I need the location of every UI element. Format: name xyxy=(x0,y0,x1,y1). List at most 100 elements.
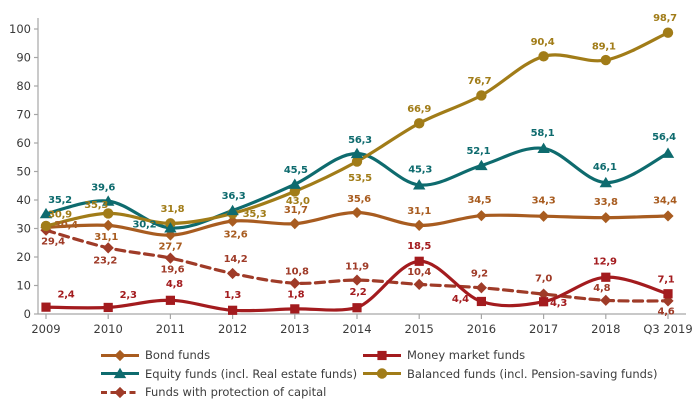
bond-funds-marker-2017 xyxy=(538,210,550,222)
equity-funds-incl-real-estate-funds-marker-2012 xyxy=(226,204,239,216)
money-market-funds-data-label-2018: 12,9 xyxy=(593,257,617,268)
money-market-funds-data-label-2015: 18,5 xyxy=(407,241,431,252)
equity-funds-incl-real-estate-funds-marker-Q3 2019 xyxy=(661,147,675,158)
balanced-funds-incl-pension-saving-funds-data-label-2014: 53,5 xyxy=(348,173,372,184)
series-line-money-market-funds xyxy=(44,259,670,313)
money-market-funds-data-label-2016: 4,4 xyxy=(452,294,469,305)
y-tick-label: 50 xyxy=(16,165,31,179)
legend-row: Funds with protection of capital xyxy=(100,383,680,402)
equity-funds-incl-real-estate-funds-marker-2013 xyxy=(288,178,301,189)
balanced-funds-incl-pension-saving-funds-data-label-2011: 31,8 xyxy=(160,204,184,215)
balanced-funds-incl-pension-saving-funds-data-label-2017: 90,4 xyxy=(531,37,555,48)
bond-funds-data-label-2013: 31,7 xyxy=(284,205,308,216)
bond-funds-legend-marker-icon xyxy=(101,349,139,361)
money-market-funds-data-label-2013: 1,8 xyxy=(287,289,304,300)
equity-funds-incl-real-estate-funds-marker-2015 xyxy=(413,179,426,190)
funds-with-protection-of-capital-marker-2014 xyxy=(351,274,363,286)
equity-funds-incl-real-estate-funds-data-label-2015: 45,3 xyxy=(408,164,432,175)
equity-funds-incl-real-estate-funds-marker-2016 xyxy=(475,159,488,171)
bond-funds-marker-2014 xyxy=(351,206,363,219)
bond-funds-marker-2010 xyxy=(102,219,114,231)
y-tick-label: 20 xyxy=(16,250,31,264)
money-market-funds-marker-2010 xyxy=(103,302,113,313)
legend-row: Equity funds (incl. Real estate funds) Ba… xyxy=(100,365,680,384)
balanced-funds-incl-pension-saving-funds-legend-marker-icon xyxy=(363,368,401,379)
money-market-funds-marker-2009 xyxy=(41,302,51,312)
money-market-funds-marker-Q3 2019 xyxy=(663,289,673,299)
money-market-funds-marker-2013 xyxy=(290,304,300,314)
equity-funds-incl-real-estate-funds-marker-2011 xyxy=(164,222,177,233)
y-tick-label: 40 xyxy=(16,193,31,207)
funds-with-protection-of-capital-data-label-2009: 29,4 xyxy=(41,237,65,248)
equity-funds-incl-real-estate-funds-data-label-2011: 30,2 xyxy=(132,219,156,230)
funds-with-protection-of-capital-marker-2013 xyxy=(289,277,301,289)
x-tick-label: 2012 xyxy=(218,322,247,336)
x-tick-label: 2017 xyxy=(529,322,558,336)
bond-funds-data-label-2014: 35,6 xyxy=(347,194,371,205)
equity-funds-incl-real-estate-funds-marker-2014 xyxy=(350,147,364,159)
bond-funds-data-label-2018: 33,8 xyxy=(594,197,618,208)
x-tick-label: 2015 xyxy=(405,322,434,336)
funds-with-protection-of-capital-data-label-2011: 19,6 xyxy=(160,265,184,276)
equity-funds-incl-real-estate-funds-data-label-2013: 45,5 xyxy=(284,165,308,176)
balanced-funds-incl-pension-saving-funds-marker-2009 xyxy=(40,220,52,232)
bond-funds-data-label-2017: 34,3 xyxy=(532,196,556,207)
balanced-funds-incl-pension-saving-funds-data-label-2015: 66,9 xyxy=(407,104,431,115)
balanced-funds-incl-pension-saving-funds-data-label-2016: 76,7 xyxy=(467,76,491,87)
y-tick-label: 100 xyxy=(9,22,31,36)
y-tick-label: 10 xyxy=(16,279,31,293)
bond-funds-data-label-2015: 31,1 xyxy=(407,206,431,217)
balanced-funds-incl-pension-saving-funds-data-label-2018: 89,1 xyxy=(592,42,616,53)
equity-funds-incl-real-estate-funds-data-label-2009: 35,2 xyxy=(48,195,72,206)
money-market-funds-marker-2015 xyxy=(414,256,424,266)
x-tick-label: 2013 xyxy=(280,322,309,336)
balanced-funds-incl-pension-saving-funds-marker-2014 xyxy=(351,156,363,167)
equity-funds-incl-real-estate-funds-data-label-2012: 36,3 xyxy=(222,191,246,202)
money-market-funds-data-label-2009: 2,4 xyxy=(57,290,74,301)
equity-funds-incl-real-estate-funds-data-label-2014: 56,3 xyxy=(348,135,372,146)
balanced-funds-incl-pension-saving-funds-marker-2016 xyxy=(476,90,487,101)
y-tick-label: 80 xyxy=(16,79,31,93)
equity-funds-incl-real-estate-funds-marker-2009 xyxy=(39,207,53,219)
equity-funds-incl-real-estate-funds-data-label-Q3 2019: 56,4 xyxy=(652,132,676,143)
money-market-funds-data-label-2012: 1,3 xyxy=(224,290,241,301)
equity-funds-incl-real-estate-funds-data-label-2018: 46,1 xyxy=(593,162,617,173)
bond-funds-marker-2012 xyxy=(227,215,239,227)
legend-label-money-market-funds: Money market funds xyxy=(407,348,526,363)
x-tick-label: 2018 xyxy=(591,322,620,336)
funds-with-protection-of-capital-legend-marker-icon xyxy=(101,386,139,398)
funds-with-protection-of-capital-marker-2017 xyxy=(538,288,550,300)
bond-funds-data-label-2012: 32,6 xyxy=(224,230,248,241)
bond-funds-data-label-2016: 34,5 xyxy=(467,195,491,206)
equity-funds-incl-real-estate-funds-marker-2018 xyxy=(599,176,612,188)
equity-funds-incl-real-estate-funds-data-label-2016: 52,1 xyxy=(466,146,490,157)
bond-funds-marker-2015 xyxy=(413,219,425,231)
x-tick-label: 2016 xyxy=(467,322,496,336)
equity-funds-incl-real-estate-funds-data-label-2010: 39,6 xyxy=(91,183,115,194)
equity-funds-incl-real-estate-funds-marker-2010 xyxy=(102,195,115,206)
y-tick-label: 90 xyxy=(16,51,31,65)
money-market-funds-marker-2018 xyxy=(601,272,611,282)
funds-with-protection-of-capital-data-label-2018: 4,8 xyxy=(593,283,610,294)
y-tick-label: 30 xyxy=(16,222,31,236)
funds-with-protection-of-capital-data-label-2014: 11,9 xyxy=(345,262,369,273)
legend-row: Bond funds Money market funds xyxy=(100,346,680,365)
funds-with-protection-of-capital-marker-2016 xyxy=(475,282,487,294)
legend-item-money-market-funds: Money market funds xyxy=(362,348,525,362)
balanced-funds-incl-pension-saving-funds-data-label-Q3 2019: 98,7 xyxy=(653,13,677,24)
legend-item-equity-funds-incl-real-estate-funds: Equity funds (incl. Real estate funds) xyxy=(100,367,357,381)
bond-funds-marker-2018 xyxy=(600,212,612,224)
balanced-funds-incl-pension-saving-funds-marker-2010 xyxy=(103,208,114,219)
y-tick-label: 0 xyxy=(24,307,31,321)
bond-funds-data-label-2009: 30,4 xyxy=(54,220,78,231)
legend-item-balanced-funds-incl-pension-saving-funds: Balanced funds (incl. Pension-saving fun… xyxy=(362,367,657,381)
legend-label-bond-funds: Bond funds xyxy=(145,348,211,363)
x-tick-label: 2014 xyxy=(342,322,371,336)
money-market-funds-marker-2017 xyxy=(539,297,549,307)
legend-item-bond-funds: Bond funds xyxy=(100,348,210,362)
money-market-funds-data-label-Q3 2019: 7,1 xyxy=(657,274,674,285)
money-market-funds-marker-2016 xyxy=(476,296,486,307)
funds-with-protection-of-capital-data-label-2017: 7,0 xyxy=(535,274,552,285)
balanced-funds-incl-pension-saving-funds-marker-2017 xyxy=(538,51,549,62)
